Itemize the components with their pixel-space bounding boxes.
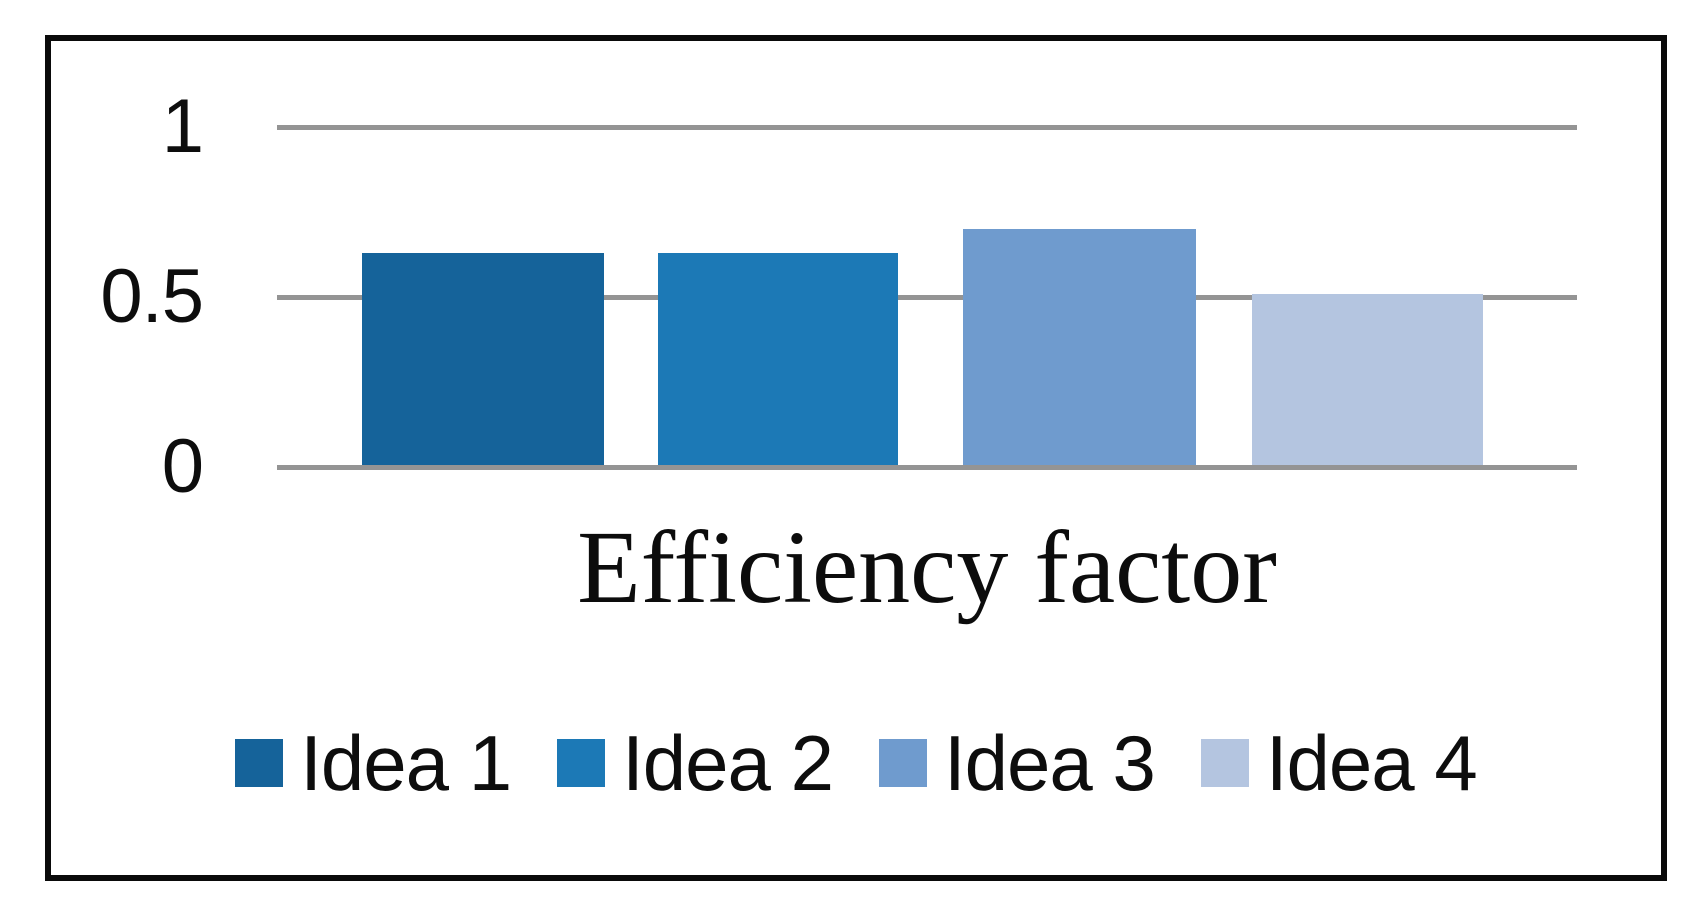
y-axis-tick-label: 0 bbox=[161, 424, 204, 509]
legend: Idea 1 Idea 2 Idea 3 Idea 4 bbox=[51, 713, 1661, 813]
legend-item-idea-1: Idea 1 bbox=[235, 719, 512, 807]
bar-idea-1 bbox=[362, 252, 604, 467]
legend-item-idea-2: Idea 2 bbox=[557, 719, 834, 807]
legend-label: Idea 1 bbox=[300, 719, 512, 807]
legend-label: Idea 2 bbox=[622, 719, 834, 807]
legend-swatch-icon bbox=[557, 739, 606, 787]
legend-swatch-icon bbox=[879, 739, 927, 787]
plot-area: 1 0.5 0 bbox=[51, 41, 1661, 875]
legend-swatch-icon bbox=[235, 739, 284, 787]
gridline-y-1 bbox=[277, 124, 1577, 130]
legend-item-idea-3: Idea 3 bbox=[879, 719, 1156, 807]
bar-idea-3 bbox=[963, 229, 1196, 467]
legend-label: Idea 3 bbox=[944, 719, 1156, 807]
chart-frame: 1 0.5 0 Efficiency factor Idea 1 Idea 2 Idea… bbox=[45, 35, 1667, 881]
gridline-y-0.5 bbox=[277, 294, 1577, 300]
legend-label: Idea 4 bbox=[1265, 719, 1478, 807]
legend-item-idea-4: Idea 4 bbox=[1200, 719, 1478, 807]
chart-title: Efficiency factor bbox=[577, 510, 1277, 625]
y-axis-tick-label: 0.5 bbox=[100, 254, 204, 339]
bar-idea-4 bbox=[1252, 293, 1483, 467]
y-axis-tick-label: 1 bbox=[161, 84, 204, 169]
bar-idea-2 bbox=[658, 252, 898, 467]
legend-swatch-icon bbox=[1200, 739, 1249, 787]
gridline-y-0 bbox=[277, 464, 1577, 470]
